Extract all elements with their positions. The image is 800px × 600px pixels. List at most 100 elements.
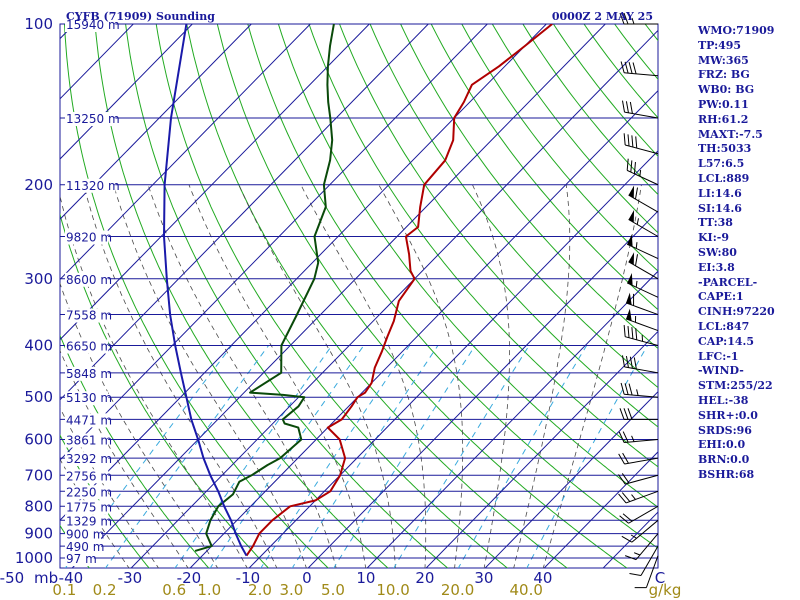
temperature-tick-label: 20 bbox=[415, 569, 434, 587]
isotherm-line bbox=[60, 24, 429, 401]
wind-barb-feather bbox=[628, 62, 633, 74]
height-label-backdrop bbox=[65, 552, 94, 566]
wind-barb-feather bbox=[634, 254, 639, 266]
height-label: 900 m bbox=[66, 528, 104, 542]
isotherm-line bbox=[248, 150, 658, 568]
temperature-tick-label: -20 bbox=[177, 569, 202, 587]
wind-barb-feather bbox=[632, 62, 637, 74]
height-label: 15940 m bbox=[66, 18, 120, 32]
wind-barb-feather bbox=[618, 431, 625, 443]
wind-barb-half-feather bbox=[636, 218, 639, 225]
wind-barb-feather bbox=[629, 356, 633, 369]
height-label-backdrop bbox=[65, 339, 109, 354]
dewpoint-trace bbox=[194, 24, 335, 552]
temperature-trace bbox=[245, 24, 553, 557]
wind-barb-staff bbox=[625, 490, 659, 504]
wind-barb-staff bbox=[624, 457, 659, 465]
pressure-tick-label: 800 bbox=[24, 497, 53, 515]
wind-barb-pennant bbox=[628, 209, 635, 223]
wind-barb bbox=[623, 133, 659, 155]
wind-barb-feather bbox=[634, 187, 639, 200]
height-label-backdrop bbox=[65, 485, 109, 500]
sounding-index-item: BRN:0.0 bbox=[698, 453, 750, 467]
height-label-backdrop bbox=[65, 469, 109, 484]
temperature-tick-label: 30 bbox=[474, 569, 493, 587]
wind-barb-staff bbox=[624, 439, 659, 443]
sounding-index-item: STM:255/22 bbox=[698, 379, 773, 393]
wind-barb bbox=[621, 100, 659, 119]
sounding-index-item: SI:14.6 bbox=[698, 201, 742, 215]
wind-barb-feather bbox=[629, 573, 642, 577]
height-label-backdrop bbox=[65, 433, 109, 448]
moist-adiabat-line bbox=[542, 184, 642, 568]
wind-barb bbox=[625, 308, 659, 332]
wind-barb bbox=[624, 533, 659, 561]
sounding-index-item: WMO:71909 bbox=[698, 24, 775, 37]
isotherm-line bbox=[189, 89, 658, 568]
dry-adiabat-line bbox=[247, 24, 658, 549]
wind-barb-staff bbox=[640, 545, 659, 576]
wind-barb bbox=[619, 505, 659, 524]
sounding-index-item: EHI:0.0 bbox=[698, 438, 746, 452]
wind-barb-staff bbox=[624, 72, 659, 77]
moist-adiabat-line bbox=[60, 407, 160, 568]
wind-barb-staff bbox=[625, 474, 659, 485]
pressure-tick-label: 500 bbox=[24, 388, 53, 406]
temperature-labels: -50 -40 -30 -20 -10 0 10 20 30 40 bbox=[0, 569, 552, 587]
chart-title: CYFB (71909) Sounding bbox=[66, 10, 215, 23]
mixing-ratio-line bbox=[291, 345, 439, 568]
sounding-index-item: EI:3.8 bbox=[698, 260, 735, 274]
isotherm-line bbox=[543, 451, 658, 568]
dry-adiabat-line bbox=[60, 434, 150, 568]
moist-adiabat-line bbox=[188, 184, 367, 568]
sounding-index-item: LCL:889 bbox=[698, 171, 750, 185]
sounding-index-item: CAPE:1 bbox=[698, 290, 744, 304]
height-label: 3292 m bbox=[66, 452, 112, 466]
wind-barb-feather bbox=[626, 158, 629, 171]
wind-barb-feather bbox=[618, 474, 626, 485]
temperature-tick-label: 10 bbox=[356, 569, 375, 587]
wind-barb-feather bbox=[627, 326, 630, 338]
height-label: 13250 m bbox=[66, 112, 120, 126]
mixing-ratio-line bbox=[174, 345, 333, 568]
mixing-ratio-tick-label: 10.0 bbox=[376, 581, 409, 599]
wind-barb-feather bbox=[618, 453, 625, 465]
height-label: 2250 m bbox=[66, 485, 112, 499]
moist-adiabat-line bbox=[83, 184, 278, 568]
wind-barb bbox=[618, 473, 659, 485]
mixing-ratio-line bbox=[64, 345, 233, 568]
wind-barb-feather bbox=[618, 493, 627, 504]
sounding-index-item: CAP:14.5 bbox=[698, 334, 755, 348]
wind-barb-pennant bbox=[627, 273, 633, 286]
sounding-index-item: TT:38 bbox=[698, 216, 733, 230]
dry-adiabat-line bbox=[155, 24, 509, 568]
dry-adiabat-line bbox=[60, 334, 210, 568]
mixing-ratio-line bbox=[333, 345, 476, 568]
height-label-backdrop bbox=[65, 366, 109, 381]
moist-adiabat-line bbox=[238, 184, 396, 568]
wind-barb bbox=[628, 252, 659, 280]
height-label-backdrop bbox=[65, 112, 116, 127]
height-label-backdrop bbox=[65, 500, 109, 515]
dry-adiabat-line bbox=[369, 24, 658, 389]
wind-barb bbox=[623, 324, 659, 346]
wind-barb-feather bbox=[629, 101, 633, 114]
temperature-tick-label: 40 bbox=[533, 569, 552, 587]
wind-barb-half-feather bbox=[639, 169, 642, 177]
wind-barb-staff bbox=[625, 336, 659, 346]
sounding-index-item: BSHR:68 bbox=[698, 467, 755, 481]
wind-barb-half-feather bbox=[633, 552, 641, 556]
pressure-labels: 100 200 300 400 500 600 700 800 900 1000 bbox=[15, 15, 53, 567]
wind-barb-feather bbox=[627, 408, 633, 420]
pressure-tick-label: 300 bbox=[24, 270, 53, 288]
dry-adiabat-line bbox=[400, 24, 658, 350]
wind-barb bbox=[620, 61, 659, 77]
height-label-backdrop bbox=[65, 514, 109, 529]
wind-barb bbox=[621, 519, 659, 543]
pressure-tick-label: 1000 bbox=[15, 549, 53, 567]
isotherm-line bbox=[60, 24, 311, 281]
wind-barb-feather bbox=[620, 382, 625, 395]
wind-barb-staff bbox=[624, 393, 659, 398]
temperature-tick-label: 0 bbox=[302, 569, 312, 587]
